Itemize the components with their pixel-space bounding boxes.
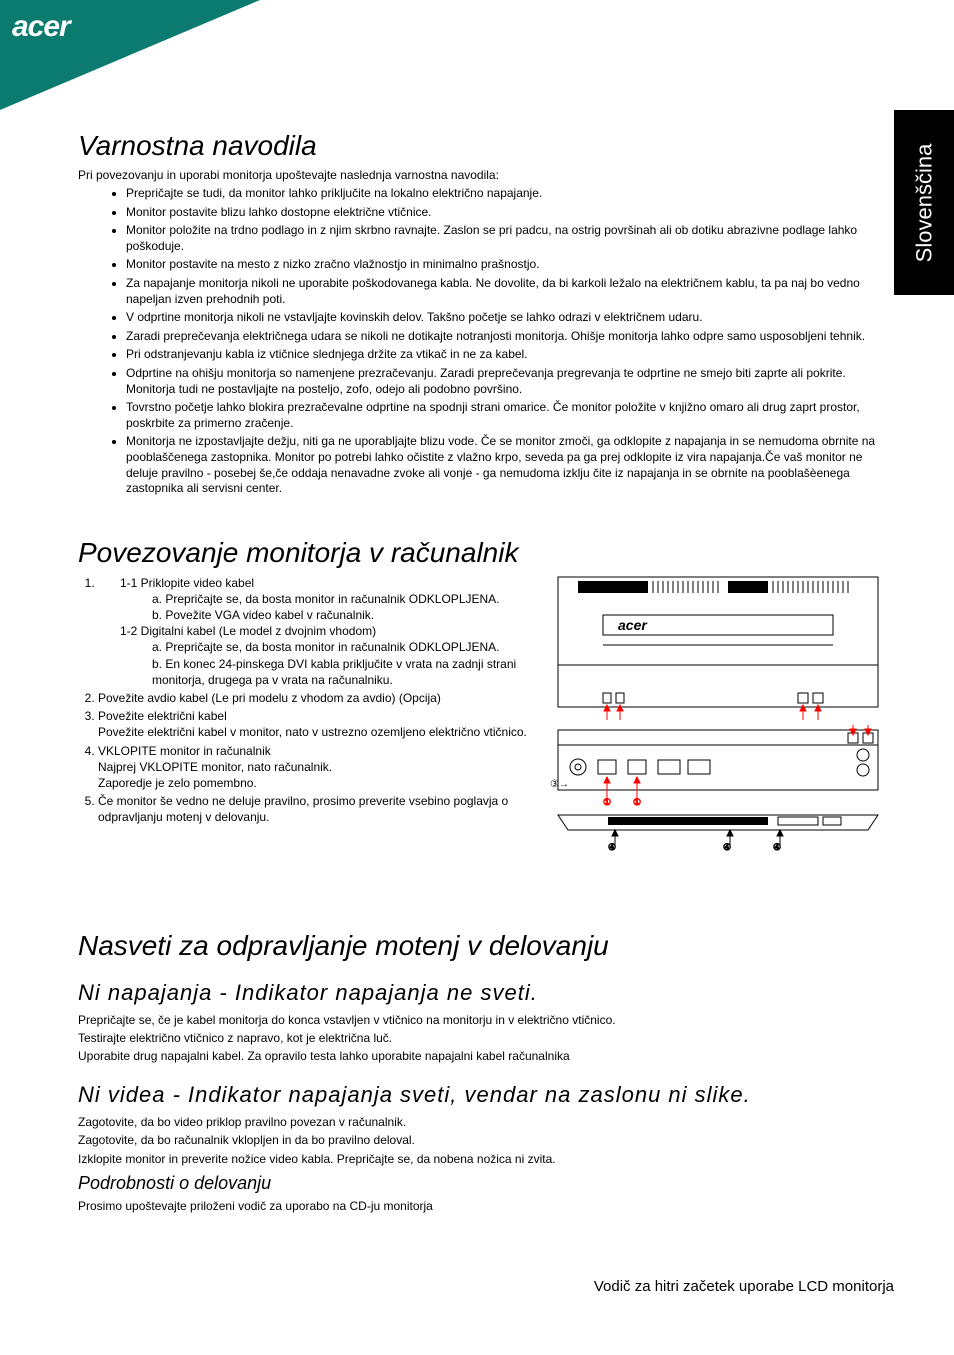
step-4-sub2: Zaporedje je zelo pomembno.: [98, 775, 538, 791]
no-power-heading: Ni napajanja - Indikator napajanja ne sv…: [78, 980, 878, 1006]
safety-item: V odprtine monitorja nikoli ne vstavljaj…: [126, 310, 878, 326]
trouble-text: Prepričajte se, če je kabel monitorja do…: [78, 1012, 878, 1028]
safety-intro: Pri povezovanju in uporabi monitorja upo…: [78, 168, 878, 182]
details-text: Prosimo upoštevajte priloženi vodič za u…: [78, 1198, 878, 1214]
step-4: VKLOPITE monitor in računalnik Najprej V…: [98, 743, 538, 792]
trouble-text: Zagotovite, da bo računalnik vklopljen i…: [78, 1132, 878, 1148]
connect-title: Povezovanje monitorja v računalnik: [78, 537, 878, 569]
brand-logo: acer: [12, 10, 70, 44]
step-2: Povežite avdio kabel (Le pri modelu z vh…: [98, 690, 538, 706]
svg-text:acer: acer: [618, 617, 648, 633]
safety-list: Prepričajte se tudi, da monitor lahko pr…: [78, 186, 878, 497]
trouble-text: Testirajte električno vtičnico z napravo…: [78, 1030, 878, 1046]
safety-item: Prepričajte se tudi, da monitor lahko pr…: [126, 186, 878, 202]
connect-steps: 1-1 Priklopite video kabel a. Prepričajt…: [78, 575, 538, 860]
page-content: Varnostna navodila Pri povezovanju in up…: [78, 130, 878, 1216]
safety-item: Monitor postavite blizu lahko dostopne e…: [126, 205, 878, 221]
monitor-diagram: acer: [538, 575, 878, 860]
step-1: 1-1 Priklopite video kabel a. Prepričajt…: [98, 575, 538, 688]
no-video-heading: Ni videa - Indikator napajanja sveti, ve…: [78, 1082, 878, 1108]
step-3-sub: Povežite električni kabel v monitor, nat…: [98, 724, 538, 740]
svg-text:③→: ③→: [550, 779, 569, 790]
trouble-text: Izklopite monitor in preverite nožice vi…: [78, 1151, 878, 1167]
step-1-1: 1-1 Priklopite video kabel: [98, 575, 538, 591]
step-3: Povežite električni kabel Povežite elekt…: [98, 708, 538, 740]
step-1-1b: b. Povežite VGA video kabel v računalnik…: [98, 607, 538, 623]
language-label: Slovenščina: [911, 143, 937, 262]
step-1-1a: a. Prepričajte se, da bosta monitor in r…: [98, 591, 538, 607]
safety-item: Monitorja ne izpostavljajte dežju, niti …: [126, 434, 878, 496]
safety-item: Monitor položite na trdno podlago in z n…: [126, 223, 878, 254]
safety-item: Za napajanje monitorja nikoli ne uporabi…: [126, 276, 878, 307]
safety-item: Odprtine na ohišju monitorja so namenjen…: [126, 366, 878, 397]
step-1-2a: a. Prepričajte se, da bosta monitor in r…: [98, 639, 538, 655]
step-1-2b: b. En konec 24-pinskega DVI kabla priklj…: [98, 656, 538, 688]
safety-title: Varnostna navodila: [78, 130, 878, 162]
footer-text: Vodič za hitri začetek uporabe LCD monit…: [594, 1278, 894, 1295]
details-heading: Podrobnosti o delovanju: [78, 1173, 878, 1194]
trouble-text: Zagotovite, da bo video priklop pravilno…: [78, 1114, 878, 1130]
step-1-2: 1-2 Digitalni kabel (Le model z dvojnim …: [98, 623, 538, 639]
safety-item: Pri odstranjevanju kabla iz vtičnice sle…: [126, 347, 878, 363]
language-tab: Slovenščina: [894, 110, 954, 295]
safety-item: Zaradi preprečevanja električnega udara …: [126, 329, 878, 345]
step-4-sub1: Najprej VKLOPITE monitor, nato računalni…: [98, 759, 538, 775]
trouble-title: Nasveti za odpravljanje motenj v delovan…: [78, 930, 878, 962]
safety-item: Tovrstno početje lahko blokira prezračev…: [126, 400, 878, 431]
trouble-text: Uporabite drug napajalni kabel. Za oprav…: [78, 1048, 878, 1064]
step-5: Če monitor še vedno ne deluje pravilno, …: [98, 793, 538, 825]
safety-item: Monitor postavite na mesto z nizko zračn…: [126, 257, 878, 273]
